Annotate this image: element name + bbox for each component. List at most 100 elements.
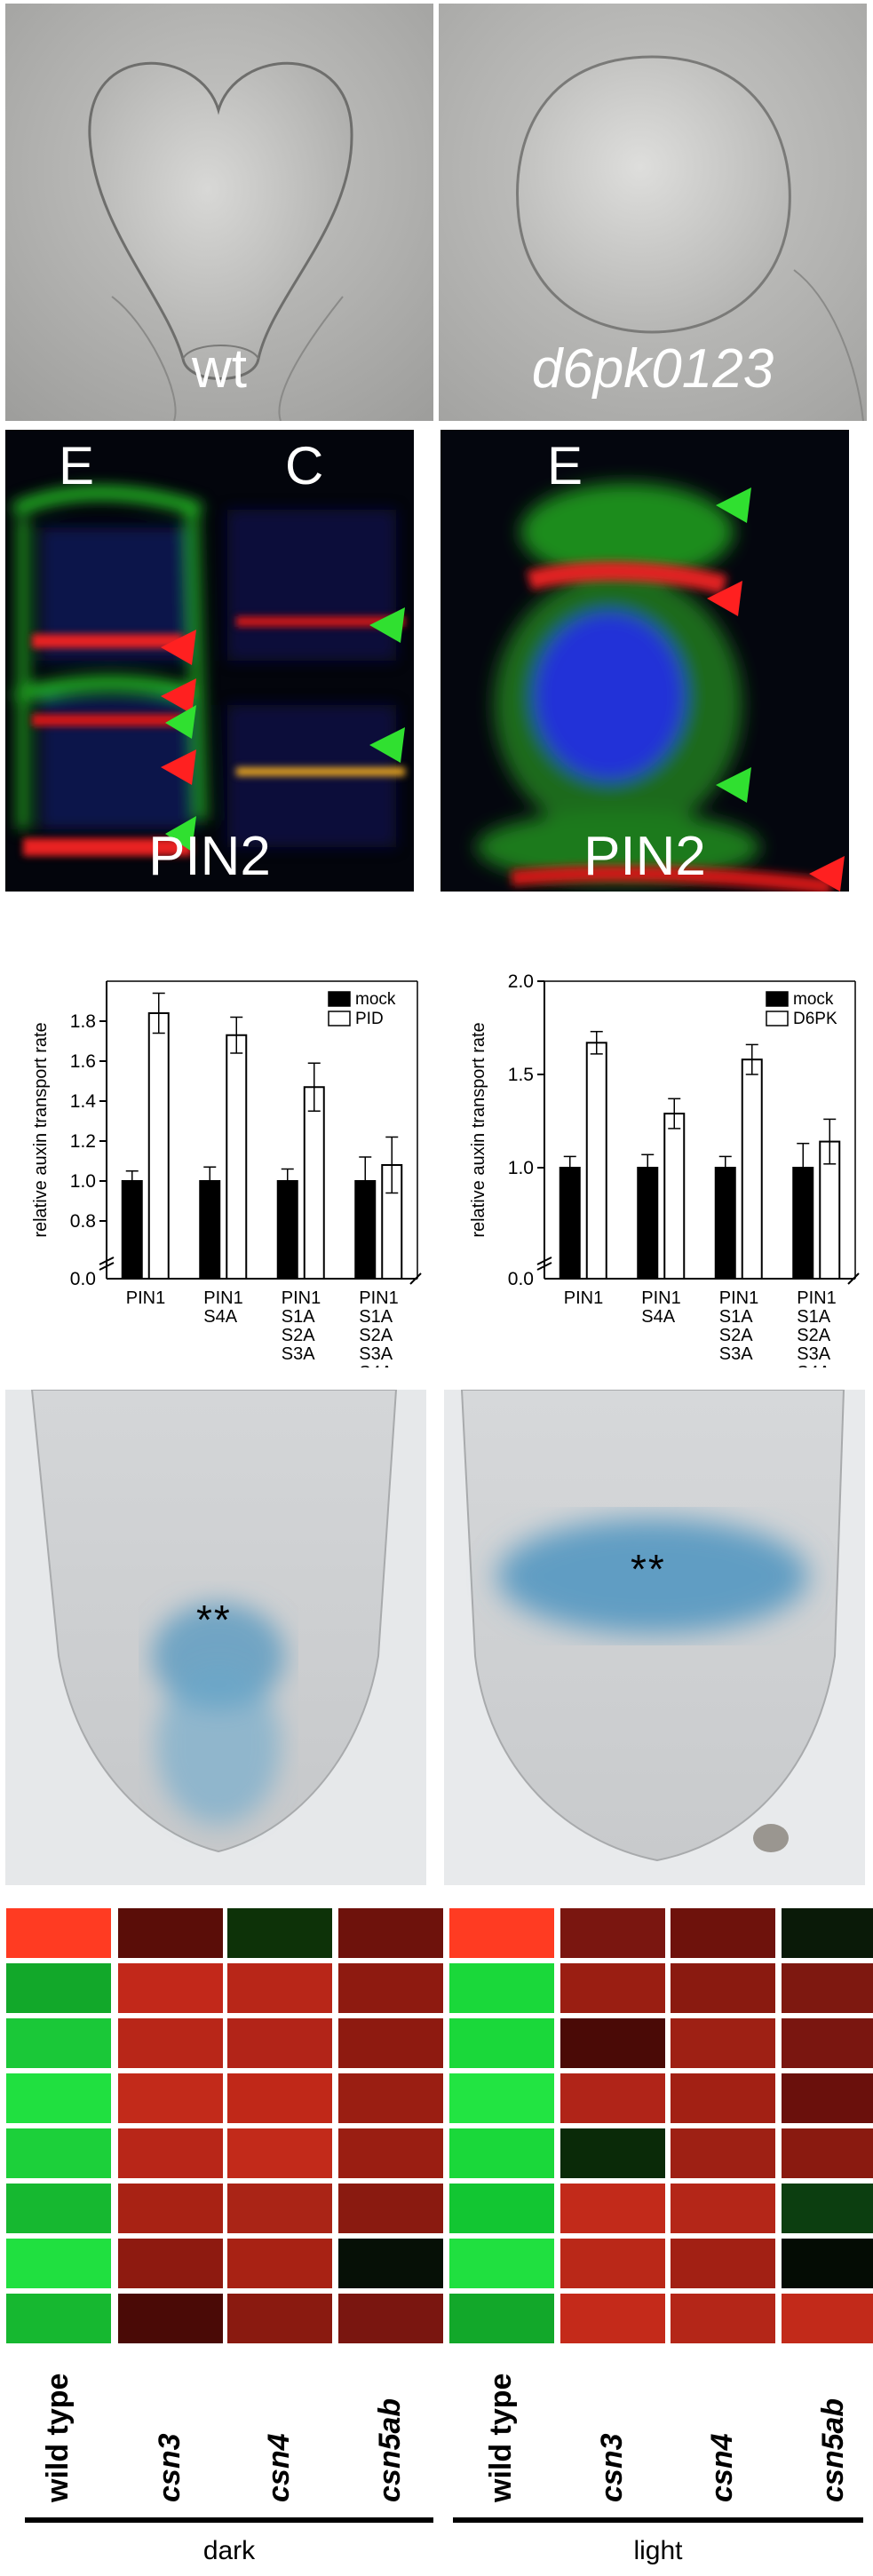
heatmap-cell [118,2184,223,2233]
heatmap-cell [782,2018,873,2068]
heatmap-cell [671,1908,775,1958]
green-arrowhead-icon [716,767,751,803]
heatmap-cell [338,2128,443,2178]
heatmap-cell [449,2184,554,2233]
heatmap-cell [449,1963,554,2013]
y-tick-label: 2.0 [508,971,534,992]
heatmap-cell [118,2018,223,2068]
heatmap-cell [338,1963,443,2013]
x-category-label: PIN1 S4A [203,1288,242,1327]
axis-break-mark [536,1256,552,1265]
heatmap-cell [671,2294,775,2343]
confocal-label-PIN2: PIN2 [148,826,271,887]
axis-break-mark [99,1256,115,1265]
heatmap-cell [782,2184,873,2233]
red-arrowhead-icon [161,678,196,714]
root-panel-light: ** [444,1390,865,1885]
heatmap-cell [118,2128,223,2178]
root-panel-dark: ** [5,1390,426,1885]
bar-chart-d6pk: 1.0 1.5 2.0 0.0 relative auxin transport rat… [469,971,860,1367]
embryo-mutant-image [439,4,867,421]
y-zero-label: 0.0 [70,1269,96,1289]
group-bar-dark [25,2517,433,2523]
heatmap-cell [782,2128,873,2178]
heatmap-cell [449,2018,554,2068]
heatmap-cell [560,1963,665,2013]
heatmap-cell [227,2018,332,2068]
red-arrowhead-icon [161,630,196,665]
bar-mock [714,1167,736,1280]
root-dark-image [5,1390,426,1885]
heatmap-cell [227,2128,332,2178]
axis-break-mark [409,1272,422,1285]
heatmap [6,1908,873,2343]
y-tick-label: 1.2 [70,1131,96,1152]
heatmap-cell [338,1908,443,1958]
confocal-panel-right: E PIN2 [440,430,849,892]
heatmap-cell [449,1908,554,1958]
heatmap-cell [227,2184,332,2233]
heatmap-cell [6,1908,111,1958]
x-category-label: PIN1 S1A S2A S3A [282,1288,321,1364]
heatmap-column-label: csn3 [153,2433,187,2503]
y-tick-label: 1.0 [508,1158,534,1178]
axis-break-mark [847,1272,860,1285]
heatmap-cell [671,2128,775,2178]
legend-swatch-mock [328,991,351,1007]
y-zero-label: 0.0 [508,1269,534,1289]
x-category-label: PIN1 [126,1288,165,1308]
heatmap-cell [338,2239,443,2288]
heatmap-cell [6,2184,111,2233]
embryo-panel-d6pk0123: d6pk0123 [439,4,867,421]
bar-pid [303,1086,325,1280]
heatmap-cell [338,2018,443,2068]
root-light-image [444,1390,865,1885]
heatmap-cell [560,2073,665,2123]
legend-label-pid: PID [355,1010,384,1028]
bar-pid [147,1012,170,1280]
heatmap-cell [338,2184,443,2233]
heatmap-column-label: wild type [41,2373,75,2502]
heatmap-column-label: csn4 [705,2433,739,2503]
confocal-right-image [476,483,845,892]
heatmap-cell [782,2294,873,2343]
red-arrowhead-icon [707,581,742,616]
bar-pid [226,1034,248,1280]
legend-label-d6pk: D6PK [793,1010,837,1028]
y-axis-label: relative auxin transport rate [469,1022,488,1237]
y-tick-label: 1.0 [70,1171,96,1192]
group-bar-light [453,2517,863,2523]
confocal-panel-left: E C PIN2 [5,430,414,892]
debris-particle [753,1824,789,1852]
heatmap-cell [449,2294,554,2343]
y-tick-label: 1.5 [508,1065,534,1085]
heatmap-cell [338,2294,443,2343]
heatmap-cell [338,2073,443,2123]
red-arrowhead-icon [809,856,845,892]
heatmap-cell [227,1963,332,2013]
heatmap-column-label: csn5ab [816,2398,850,2502]
confocal-label-PIN2: PIN2 [583,826,706,887]
heatmap-cell [782,2239,873,2288]
heatmap-cell [6,2294,111,2343]
axis-break-mark [536,1262,552,1271]
heatmap-cell [118,1963,223,2013]
heatmap-column-label: csn3 [595,2433,629,2503]
bar-d6pk [585,1042,607,1280]
heatmap-cell [118,2294,223,2343]
root-annotation-dark: ** [196,1597,232,1643]
heatmap-cell [6,2239,111,2288]
heatmap-cell [6,1963,111,2013]
green-arrowhead-icon [165,705,196,739]
heatmap-cell [449,2239,554,2288]
heatmap-cell [227,1908,332,1958]
heatmap-cell [227,2239,332,2288]
embryo-label-d6pk0123: d6pk0123 [531,338,774,400]
heatmap-cell [782,1908,873,1958]
x-category-label: PIN1S1AS2AS3AS4A [359,1288,398,1367]
bar-chart-pid: 0.8 1.0 1.2 1.4 1.6 1.8 0.0 relative auxin tran… [31,980,422,1367]
y-tick-label: 1.8 [70,1011,96,1032]
heatmap-cell [118,1908,223,1958]
confocal-label-E: E [547,436,583,495]
legend-swatch-pid [328,1011,351,1026]
